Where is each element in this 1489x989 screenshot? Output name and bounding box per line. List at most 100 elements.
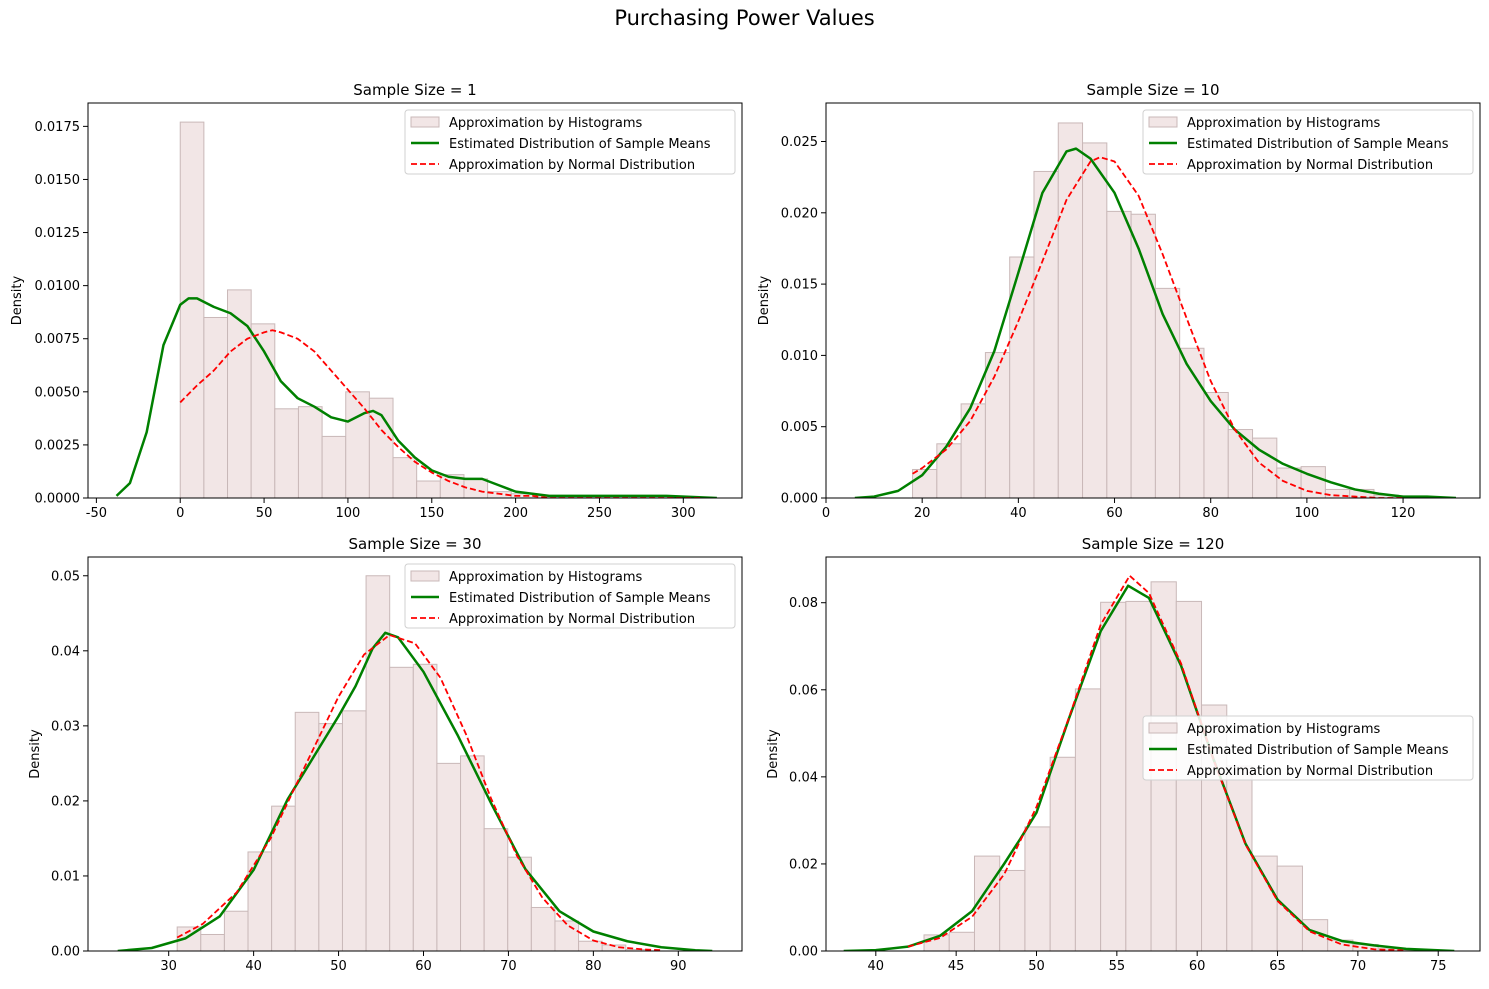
y-tick-label: 0.015 [781, 278, 818, 293]
legend-kde-label: Estimated Distribution of Sample Means [449, 137, 711, 152]
histogram-bar [1100, 601, 1127, 952]
histogram-bar [984, 352, 1011, 499]
histogram-bar [274, 408, 299, 499]
legend-hist-label: Approximation by Histograms [1187, 722, 1380, 737]
legend-box [1142, 715, 1474, 781]
y-axis-label: Density [10, 275, 25, 325]
histogram-bar [578, 940, 603, 952]
subplot-title: Sample Size = 30 [349, 535, 482, 553]
legend-hist-label: Approximation by Histograms [449, 570, 642, 585]
kde-line [854, 147, 1457, 498]
x-tick-label: 20 [914, 506, 931, 521]
histogram-bar [999, 869, 1026, 952]
y-tick-label: 0.025 [781, 135, 818, 150]
histogram-bar [1154, 287, 1181, 499]
histogram-bar [345, 391, 370, 499]
normal-line [912, 156, 1404, 498]
x-tick-label: 0 [822, 506, 830, 521]
normal-line [176, 634, 662, 951]
histogram-bar [463, 478, 489, 499]
histogram-bar [530, 906, 556, 952]
y-tick-label: 0.0150 [35, 173, 81, 188]
y-tick-label: 0.04 [51, 644, 80, 659]
legend: Approximation by Histograms Estimated Dis… [404, 563, 736, 629]
histogram-bar [297, 406, 323, 499]
legend-kde-label: Estimated Distribution of Sample Means [1187, 137, 1449, 152]
histogram-bars [179, 121, 654, 499]
subplot-title: Sample Size = 120 [1082, 535, 1225, 553]
x-tick-label: 150 [419, 506, 444, 521]
x-tick-label: 60 [415, 959, 432, 974]
y-tick-label: 0.010 [781, 349, 818, 364]
x-tick-label: 50 [1028, 959, 1045, 974]
histogram-bar [1057, 122, 1084, 499]
histogram-bar [460, 755, 485, 952]
histogram-bar [1106, 210, 1132, 499]
histogram-bar [1074, 688, 1102, 952]
histogram-bar [318, 723, 343, 952]
legend: Approximation by Histograms Estimated Dis… [404, 109, 736, 175]
legend: Approximation by Histograms Estimated Dis… [1142, 109, 1474, 175]
x-tick-label: 55 [1109, 959, 1126, 974]
x-tick-label: 200 [503, 506, 528, 521]
histogram-bar [1251, 855, 1278, 952]
y-tick-label: 0.04 [789, 770, 818, 785]
histogram-bar [948, 931, 975, 952]
legend-normal-label: Approximation by Normal Distribution [449, 158, 695, 173]
y-tick-label: 0.005 [781, 420, 818, 435]
y-tick-label: 0.08 [789, 596, 818, 611]
histogram-bar [1276, 865, 1303, 952]
y-tick-label: 0.02 [51, 794, 80, 809]
histogram-bar [554, 920, 580, 952]
y-tick-label: 0.03 [51, 719, 80, 734]
axes-frame [87, 556, 743, 952]
histogram-bar [1033, 170, 1059, 499]
kde-line [843, 584, 1455, 951]
subplot-4: 40 45 50 55 60 65 70 75 0.00 0.02 0.04 0.06 0.08 Samp… [766, 535, 1481, 974]
x-tick-label: 100 [1294, 506, 1319, 521]
x-tick-label: 80 [585, 959, 602, 974]
x-tick-label: 75 [1430, 959, 1447, 974]
y-tick-label: 0.0175 [35, 120, 81, 135]
histogram-bar [203, 316, 229, 499]
histogram-bar [179, 121, 205, 499]
histogram-bar [1276, 467, 1302, 499]
x-tick-label: 300 [671, 506, 696, 521]
y-tick-label: 0.06 [789, 683, 818, 698]
x-tick-label: 50 [330, 959, 347, 974]
x-tick-label: 90 [670, 959, 687, 974]
legend-box [1142, 109, 1474, 175]
histogram-bar [294, 711, 320, 952]
x-tick-label: 40 [1010, 506, 1027, 521]
x-tick-label: 70 [1350, 959, 1367, 974]
legend-hist-swatch [410, 116, 440, 128]
y-tick-label: 0.01 [51, 869, 80, 884]
histogram-bar [1226, 765, 1253, 952]
subplot-2: 0 20 40 60 80 100 120 0.000 0.005 0.010 0.015 0.020… [757, 81, 1481, 521]
histogram-bar [321, 435, 347, 499]
x-tick-label: 30 [160, 959, 177, 974]
subplot-title: Sample Size = 10 [1087, 81, 1220, 99]
x-tick-label: 250 [587, 506, 612, 521]
histogram-bar [368, 397, 394, 499]
histogram-bar [223, 910, 249, 952]
legend-box [404, 563, 736, 629]
legend-box [404, 109, 736, 175]
x-tick-label: 80 [1202, 506, 1219, 521]
normal-line [907, 574, 1407, 951]
histogram-bar [341, 710, 367, 952]
histogram-bar [912, 468, 938, 499]
y-tick-label: 0.0125 [35, 226, 81, 241]
legend-hist-swatch [1148, 722, 1178, 734]
x-tick-label: 70 [500, 959, 517, 974]
subplot-title: Sample Size = 1 [353, 81, 476, 99]
y-tick-label: 0.000 [781, 492, 818, 507]
histogram-bar [412, 663, 438, 952]
axes-frame [825, 556, 1481, 952]
x-tick-label: 40 [868, 959, 885, 974]
y-axis-label: Density [757, 275, 772, 325]
legend-kde-label: Estimated Distribution of Sample Means [1187, 743, 1449, 758]
y-tick-label: 0.0050 [35, 385, 81, 400]
figure-title: Purchasing Power Values [614, 6, 875, 30]
